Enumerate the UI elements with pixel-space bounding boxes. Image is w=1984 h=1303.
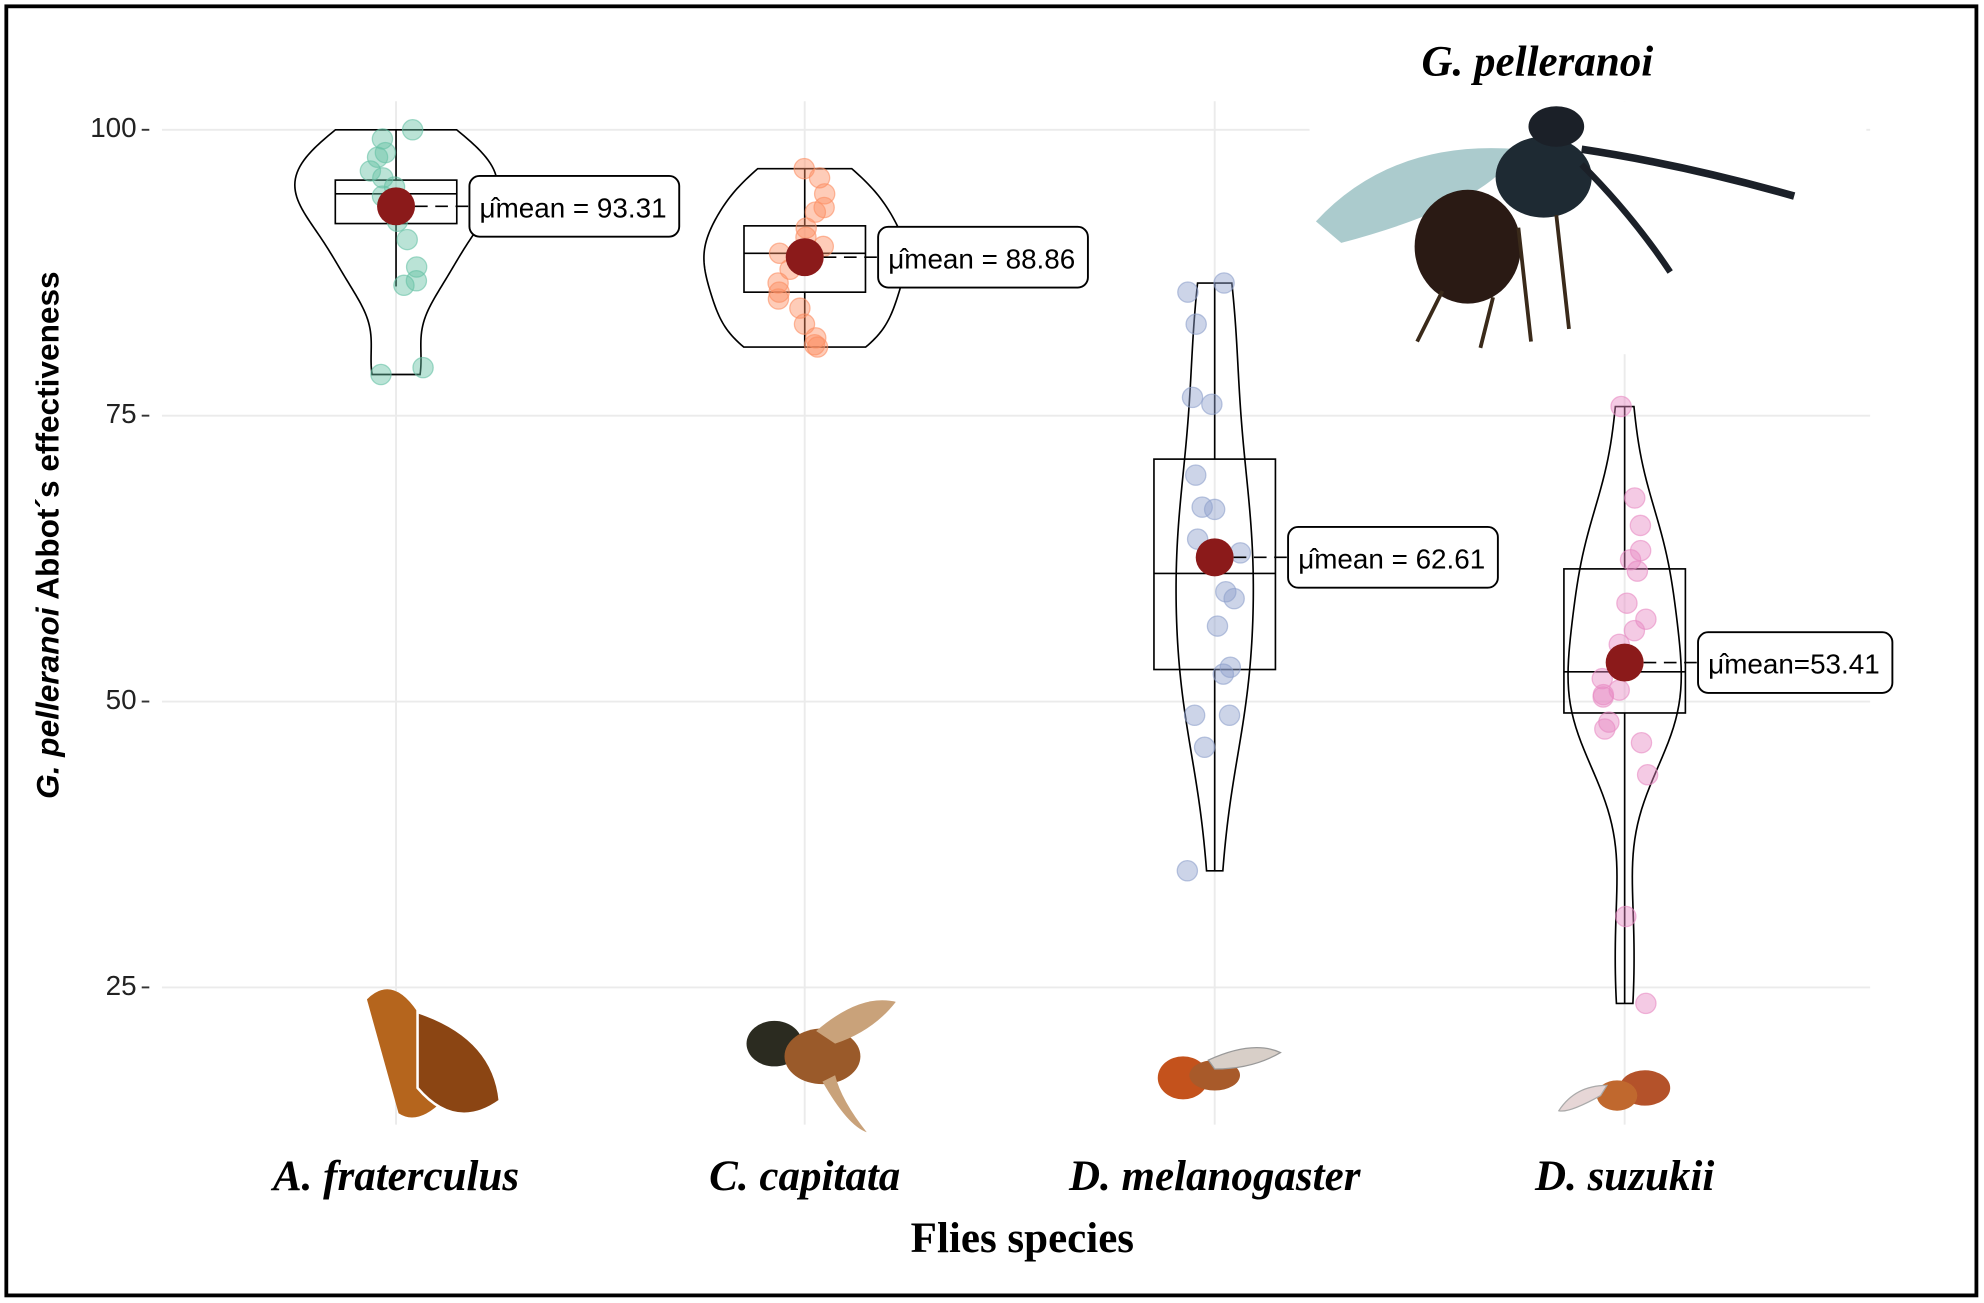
x-tick-label: D. melanogaster — [1068, 1153, 1362, 1200]
data-point — [370, 363, 392, 386]
mean-point — [1195, 538, 1234, 577]
data-point — [1636, 763, 1659, 786]
y-tick-label: 25 — [106, 970, 137, 1001]
y-tick-label: 75 — [106, 398, 137, 429]
violin — [1567, 405, 1683, 1005]
data-point — [1206, 615, 1229, 637]
mean-label-box — [1287, 526, 1499, 589]
data-point — [804, 201, 827, 223]
data-point — [768, 281, 790, 303]
marks: μ̂mean = 93.31 μ̂mean = 88.86 μ̂mean = 62.… — [293, 119, 1894, 1015]
data-point — [412, 356, 434, 379]
data-point — [1177, 281, 1199, 303]
data-point — [1181, 386, 1204, 409]
data-point — [1212, 663, 1235, 685]
data-point — [1193, 736, 1216, 759]
data-point — [1626, 560, 1649, 582]
data-point — [1218, 704, 1241, 727]
data-point — [1213, 272, 1235, 294]
mean-point — [377, 187, 416, 226]
x-tick-label: D. suzukii — [1534, 1153, 1714, 1200]
data-point — [1616, 592, 1638, 614]
data-point — [1176, 860, 1199, 882]
data-point — [1594, 718, 1616, 740]
data-point — [366, 146, 389, 168]
data-point — [393, 274, 415, 297]
mean-label: μ̂mean = 88.86 — [888, 243, 1075, 274]
mean-label: μ̂mean=53.41 — [1708, 649, 1880, 680]
data-point — [1635, 608, 1657, 630]
x-tick-label: A. fraterculus — [270, 1153, 519, 1200]
fly-illustration — [1557, 1070, 1671, 1112]
data-point — [1629, 514, 1652, 537]
data-point — [1592, 686, 1614, 708]
data-point — [1201, 393, 1223, 415]
data-point — [359, 160, 382, 182]
mean-label-box — [877, 225, 1089, 289]
mean-label-box — [468, 174, 681, 238]
data-point — [805, 327, 827, 349]
violin — [293, 128, 499, 376]
x-tick-label: C. capitata — [709, 1153, 900, 1200]
y-axis-title-rest: Abbot´s effectiveness — [30, 271, 66, 599]
y-axis-title: G. pelleranoi Abbot´s effectiveness — [30, 271, 66, 798]
data-point — [1184, 464, 1207, 486]
mean-label: μ̂mean = 62.61 — [1298, 543, 1485, 574]
data-point — [1623, 487, 1646, 509]
data-point — [396, 228, 418, 251]
wasp-illustration — [1309, 101, 1867, 355]
box — [1563, 568, 1687, 714]
y-tick-label: 50 — [106, 684, 137, 715]
data-point — [1591, 667, 1614, 690]
mean-label-box — [1697, 631, 1894, 694]
fly-illustration — [366, 989, 502, 1118]
x-axis-title: Flies species — [911, 1215, 1134, 1262]
data-point — [1183, 704, 1206, 727]
data-point — [1215, 581, 1237, 603]
data-point — [401, 119, 424, 141]
data-point — [808, 167, 831, 189]
data-point — [803, 334, 826, 356]
data-point — [806, 336, 829, 358]
data-point — [789, 297, 811, 319]
data-point — [405, 269, 428, 292]
data-point — [1610, 395, 1632, 418]
data-point — [372, 167, 394, 189]
y-axis-title-italic: G. pelleranoi — [30, 606, 66, 799]
mean-point — [785, 238, 824, 277]
data-point — [767, 272, 789, 294]
box — [743, 225, 867, 293]
data-point — [1615, 905, 1637, 928]
mean-label: μ̂mean = 93.31 — [480, 192, 667, 223]
mean-point — [1605, 643, 1644, 682]
chart-title: G. pelleranoi — [1421, 39, 1653, 86]
fly-illustration — [1157, 1047, 1282, 1100]
violin — [1175, 282, 1255, 872]
y-tick-label: 100 — [90, 112, 136, 143]
data-point — [1598, 711, 1620, 733]
data-point — [795, 217, 817, 239]
data-point — [1203, 498, 1226, 521]
data-point — [767, 288, 790, 310]
data-point — [1635, 992, 1657, 1015]
data-point — [1619, 548, 1642, 571]
data-point — [1223, 587, 1245, 610]
fly-illustration — [746, 1000, 896, 1133]
data-point — [1630, 731, 1653, 754]
data-point — [1185, 313, 1207, 335]
data-point — [1623, 619, 1646, 642]
